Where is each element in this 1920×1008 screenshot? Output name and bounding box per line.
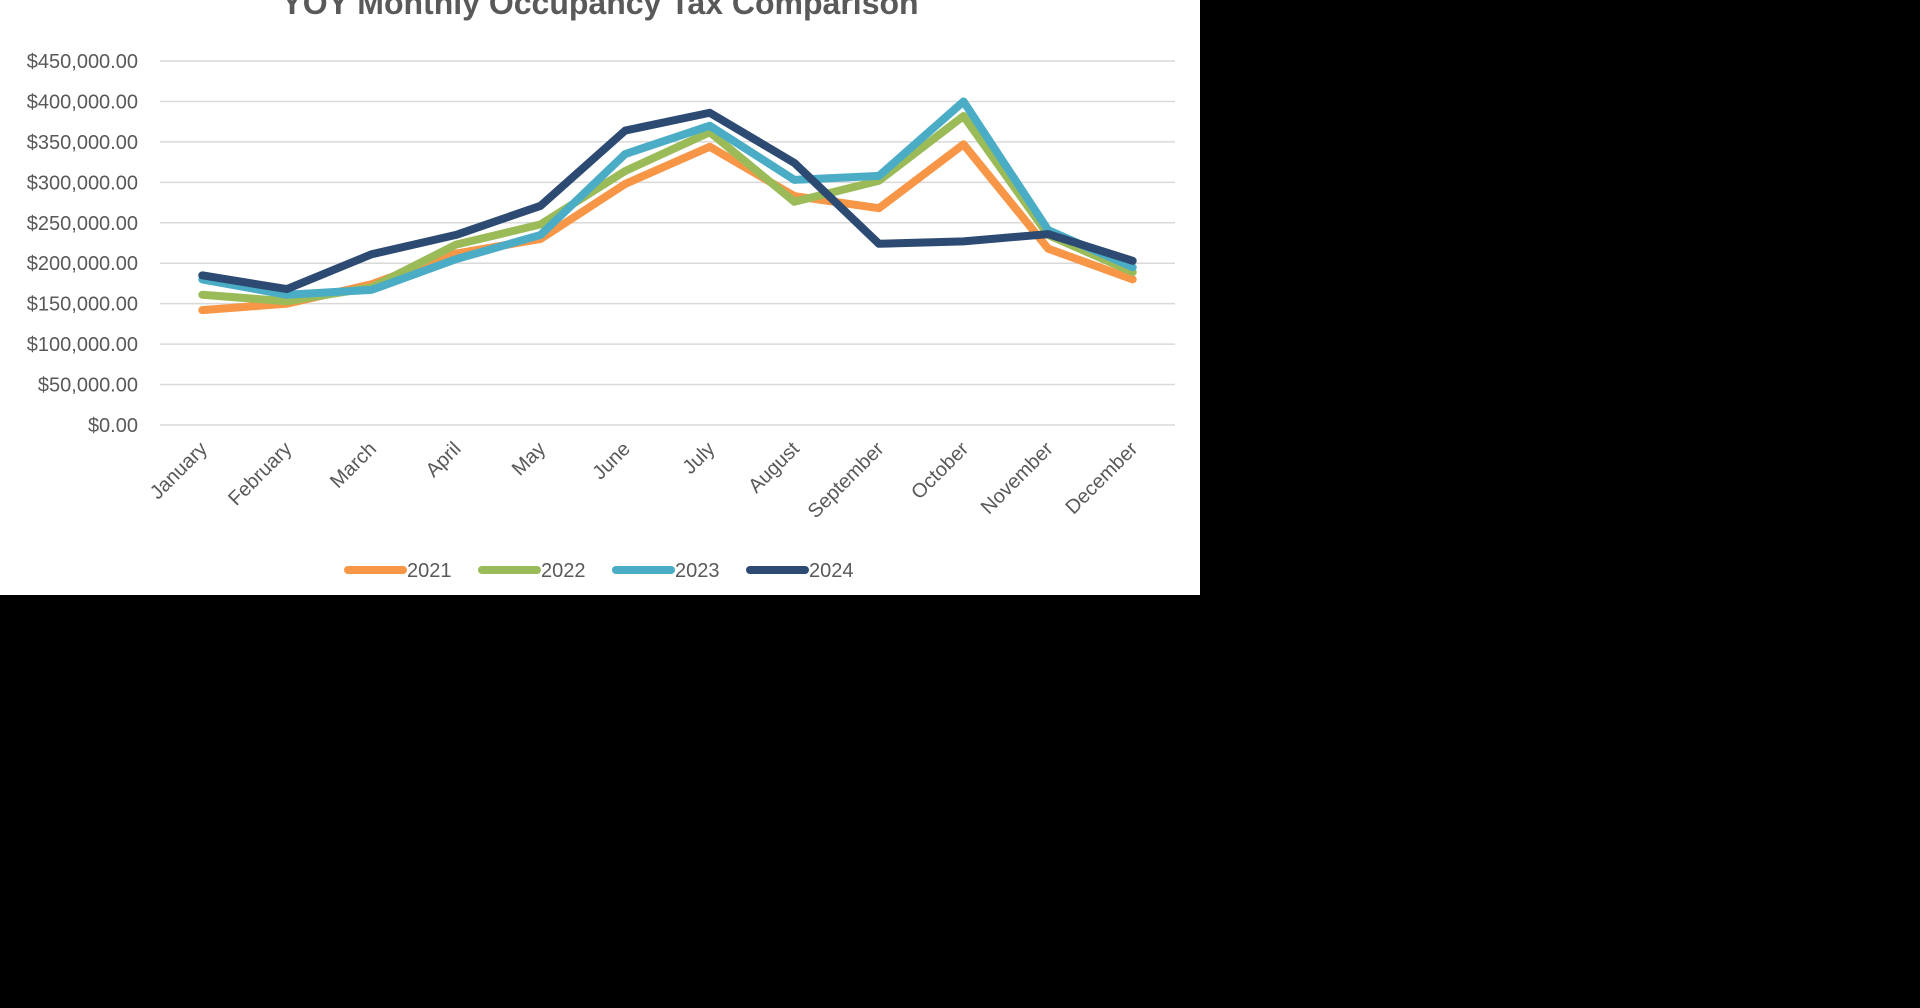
y-tick-label: $0.00 [88,415,138,437]
y-tick-label: $350,000.00 [27,132,138,154]
series-line [198,108,1137,294]
y-tick-label: $200,000.00 [27,253,138,275]
x-tick-label: July [679,438,720,479]
series-line [198,97,1137,299]
x-tick-label: June [589,438,635,484]
legend-label: 2021 [407,560,452,582]
y-tick-label: $450,000.00 [27,51,138,73]
x-tick-label: April [422,438,466,482]
y-tick-label: $100,000.00 [27,334,138,356]
y-tick-label: $300,000.00 [27,172,138,194]
legend-label: 2022 [541,560,586,582]
x-tick-label: October [907,438,973,504]
x-tick-label: August [744,438,804,498]
x-tick-label: November [977,438,1058,519]
legend-label: 2023 [675,560,720,582]
series-line [198,140,1137,315]
chart-title: YOY Monthly Occupancy Tax Comparison [281,0,918,21]
x-tick-label: January [146,438,212,504]
y-tick-label: $400,000.00 [27,91,138,113]
chart: YOY Monthly Occupancy Tax Comparison $0.… [0,0,1200,595]
y-tick-label: $150,000.00 [27,294,138,316]
x-tick-label: February [224,438,296,510]
x-tick-label: September [804,438,889,523]
y-tick-label: $50,000.00 [38,375,138,397]
y-tick-label: $250,000.00 [27,213,138,235]
legend-label: 2024 [809,560,854,582]
x-tick-label: May [508,438,550,480]
x-tick-label: December [1061,438,1142,519]
x-tick-label: March [326,438,381,493]
